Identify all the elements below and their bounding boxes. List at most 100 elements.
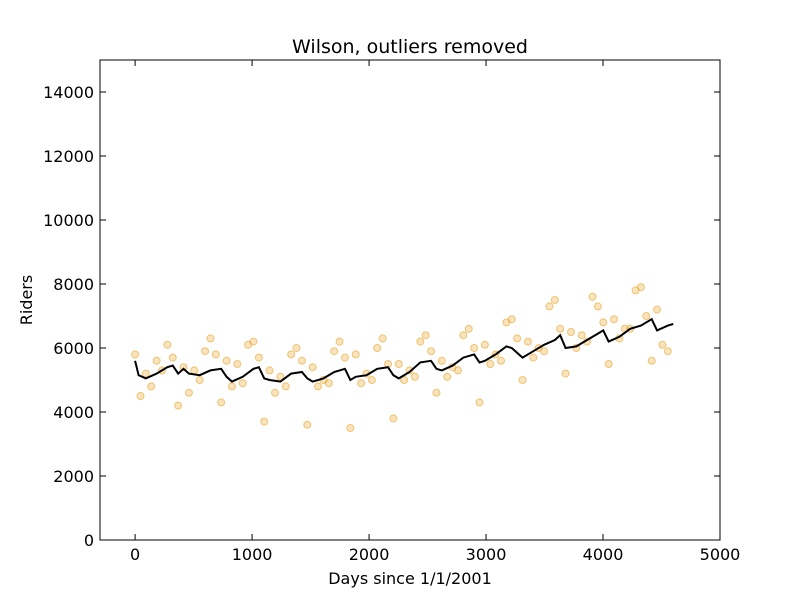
scatter-point: [206, 334, 215, 343]
scatter-point: [636, 283, 645, 292]
scatter-point: [497, 356, 506, 365]
scatter-point: [427, 347, 436, 356]
scatter-point: [410, 372, 419, 381]
scatter-point: [378, 334, 387, 343]
scatter-point: [642, 312, 651, 320]
scatter-point: [179, 363, 188, 372]
scatter-point: [421, 331, 430, 340]
scatter-point: [297, 356, 306, 365]
y-tick-label: 6000: [53, 339, 94, 358]
y-tick-label: 0: [84, 531, 94, 550]
scatter-point: [201, 347, 210, 356]
scatter-point: [174, 401, 183, 410]
scatter-point: [545, 302, 554, 311]
scatter-point: [314, 382, 323, 391]
scatter-point: [287, 350, 296, 359]
scatter-point: [351, 350, 360, 359]
x-axis-label: Days since 1/1/2001: [328, 569, 492, 588]
x-tick-label: 5000: [700, 545, 741, 564]
scatter-point: [249, 337, 258, 346]
scatter-point: [308, 363, 317, 372]
scatter-point: [147, 382, 156, 391]
scatter-point: [324, 379, 333, 388]
scatter-point: [480, 340, 489, 349]
scatter-point: [459, 331, 468, 340]
scatter-point: [136, 392, 145, 400]
scatter-point: [550, 296, 559, 304]
scatter-point: [577, 331, 586, 340]
scatter-point: [518, 376, 527, 384]
x-tick-label: 2000: [349, 545, 390, 564]
scatter-point: [561, 369, 570, 378]
scatter-point: [141, 369, 150, 378]
scatter-point: [663, 347, 672, 356]
scatter-point: [211, 350, 220, 359]
scatter-point: [227, 382, 236, 391]
scatter-point: [588, 292, 597, 301]
scatter-point: [276, 372, 285, 381]
y-tick-label: 12000: [43, 147, 94, 166]
x-tick-label: 1000: [232, 545, 273, 564]
scatter-point: [470, 344, 479, 352]
scatter-point: [303, 420, 312, 429]
y-tick-label: 14000: [43, 83, 94, 102]
scatter-point: [647, 356, 656, 365]
scatter-point: [523, 337, 532, 346]
scatter-point: [340, 353, 349, 362]
trend-line: [134, 317, 674, 383]
plot-area: 0 1000 2000 3000 4000 5000 0 2000 4000 6000 8000 10…: [43, 60, 740, 564]
scatter-point: [540, 347, 549, 356]
scatter-point: [152, 356, 161, 365]
scatter-point: [610, 315, 619, 324]
scatter-point: [260, 417, 269, 426]
scatter-point: [599, 318, 608, 327]
scatter-point: [593, 302, 602, 311]
scatter-point: [394, 360, 403, 368]
x-tick-label: 0: [130, 545, 140, 564]
y-tick-label: 10000: [43, 211, 94, 230]
scatter-point: [271, 388, 280, 397]
scatter-point: [400, 376, 409, 384]
scatter-point: [184, 388, 193, 397]
scatter-point: [464, 324, 473, 333]
scatter-point: [367, 376, 376, 384]
scatter-point: [507, 315, 516, 324]
scatter-point: [658, 340, 667, 349]
scatter-point: [513, 334, 522, 343]
scatter-point: [373, 344, 382, 352]
scatter-point: [335, 337, 344, 346]
scatter-point: [217, 398, 226, 407]
y-axis-label: Riders: [17, 275, 36, 325]
scatter-point: [416, 337, 425, 346]
x-tick-label: 4000: [583, 545, 624, 564]
scatter-point: [346, 424, 355, 432]
scatter-point: [486, 360, 495, 368]
scatter-point: [330, 347, 339, 356]
scatter-point: [190, 366, 199, 375]
scatter-point: [453, 366, 462, 375]
scatter-point: [443, 372, 452, 381]
scatter-point: [265, 366, 274, 375]
scatter-point: [437, 356, 446, 365]
scatter-point: [604, 360, 613, 368]
scatter-point: [131, 350, 140, 359]
scatter-point: [254, 353, 263, 362]
y-tick-label: 4000: [53, 403, 94, 422]
chart-title: Wilson, outliers removed: [292, 36, 528, 58]
scatter-point: [566, 328, 575, 336]
scatter-point: [163, 340, 172, 349]
scatter-point: [195, 376, 204, 384]
scatter-point: [357, 379, 366, 388]
plot-frame: [99, 59, 721, 541]
scatter-point: [389, 414, 398, 423]
scatter-point: [556, 324, 565, 333]
scatter-point: [281, 382, 290, 391]
scatter-point: [168, 353, 177, 362]
scatter-point: [432, 388, 441, 397]
scatter-point: [529, 353, 538, 362]
scatter-point: [233, 360, 242, 368]
scatter-point: [222, 356, 231, 365]
scatter-point: [475, 398, 484, 407]
